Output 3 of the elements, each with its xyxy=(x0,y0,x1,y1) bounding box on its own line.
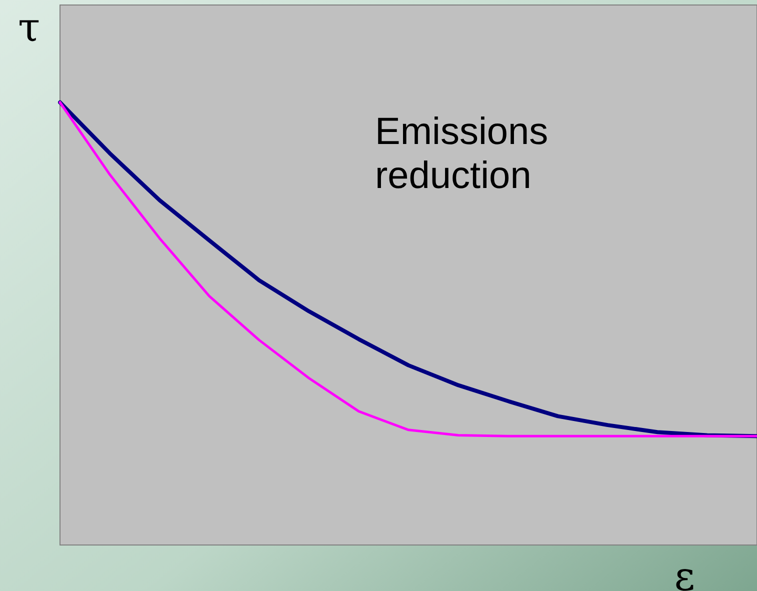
annotation: Emissions reduction xyxy=(375,111,559,197)
y-axis-title: τ xyxy=(18,5,40,51)
x-axis-title: ε xyxy=(674,554,696,591)
